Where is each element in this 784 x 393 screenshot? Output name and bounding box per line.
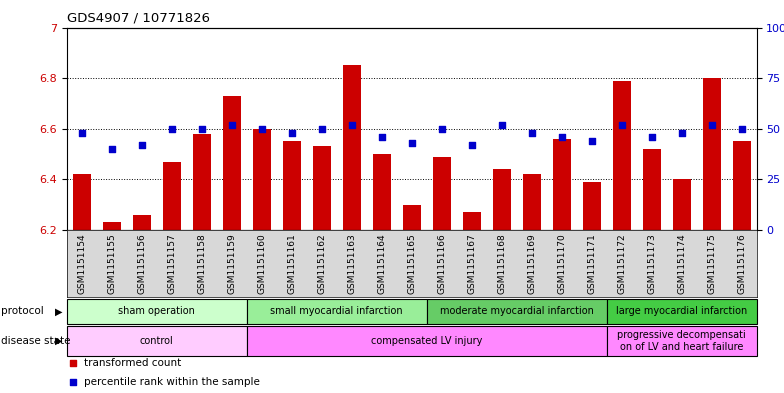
Point: [555, 134, 568, 140]
Bar: [643, 149, 661, 230]
Text: GSM1151174: GSM1151174: [677, 233, 686, 294]
Point: [525, 130, 538, 136]
Bar: [612, 81, 630, 230]
Point: [495, 121, 508, 128]
Text: GSM1151159: GSM1151159: [227, 233, 236, 294]
Text: percentile rank within the sample: percentile rank within the sample: [84, 376, 260, 387]
Point: [586, 138, 598, 144]
Text: GSM1151166: GSM1151166: [437, 233, 446, 294]
Bar: [673, 179, 691, 230]
Bar: [492, 169, 510, 230]
Point: [615, 121, 628, 128]
Bar: [193, 134, 211, 230]
Text: GSM1151165: GSM1151165: [407, 233, 416, 294]
Text: GSM1151163: GSM1151163: [347, 233, 356, 294]
Bar: [702, 78, 720, 230]
Bar: [247, 299, 426, 324]
Point: [165, 125, 178, 132]
Bar: [73, 174, 91, 230]
Text: GSM1151169: GSM1151169: [527, 233, 536, 294]
Point: [405, 140, 418, 146]
Bar: [247, 326, 607, 356]
Bar: [403, 205, 420, 230]
Text: GSM1151170: GSM1151170: [557, 233, 566, 294]
Bar: [732, 141, 750, 230]
Text: GDS4907 / 10771826: GDS4907 / 10771826: [67, 12, 209, 25]
Bar: [607, 326, 757, 356]
Point: [645, 134, 658, 140]
Text: GSM1151158: GSM1151158: [197, 233, 206, 294]
Text: GSM1151168: GSM1151168: [497, 233, 506, 294]
Text: GSM1151161: GSM1151161: [287, 233, 296, 294]
Point: [285, 130, 298, 136]
Text: GSM1151162: GSM1151162: [317, 233, 326, 294]
Bar: [132, 215, 151, 230]
Text: ▶: ▶: [55, 307, 63, 316]
Bar: [583, 182, 601, 230]
Text: ▶: ▶: [55, 336, 63, 346]
Bar: [553, 139, 571, 230]
Point: [225, 121, 238, 128]
Point: [435, 125, 448, 132]
Bar: [372, 154, 390, 230]
Point: [136, 142, 148, 148]
Text: GSM1151171: GSM1151171: [587, 233, 596, 294]
Text: control: control: [140, 336, 173, 346]
Bar: [67, 326, 247, 356]
Point: [256, 125, 268, 132]
Text: protocol: protocol: [1, 307, 44, 316]
Point: [675, 130, 688, 136]
Point: [315, 125, 328, 132]
Point: [735, 125, 748, 132]
Text: GSM1151157: GSM1151157: [167, 233, 176, 294]
Text: progressive decompensati
on of LV and heart failure: progressive decompensati on of LV and he…: [617, 330, 746, 352]
Bar: [313, 147, 331, 230]
Bar: [282, 141, 300, 230]
Text: transformed count: transformed count: [84, 358, 181, 368]
Bar: [463, 212, 481, 230]
Text: GSM1151156: GSM1151156: [137, 233, 146, 294]
Text: disease state: disease state: [1, 336, 71, 346]
Bar: [162, 162, 180, 230]
Text: GSM1151160: GSM1151160: [257, 233, 266, 294]
Text: large myocardial infarction: large myocardial infarction: [616, 307, 747, 316]
Text: sham operation: sham operation: [118, 307, 195, 316]
Point: [67, 378, 79, 385]
Bar: [223, 96, 241, 230]
Text: GSM1151164: GSM1151164: [377, 233, 386, 294]
Bar: [523, 174, 541, 230]
Point: [105, 146, 118, 152]
Point: [706, 121, 718, 128]
Bar: [343, 66, 361, 230]
Bar: [607, 299, 757, 324]
Text: moderate myocardial infarction: moderate myocardial infarction: [440, 307, 593, 316]
Text: compensated LV injury: compensated LV injury: [371, 336, 482, 346]
Point: [376, 134, 388, 140]
Point: [466, 142, 478, 148]
Bar: [433, 156, 451, 230]
Text: GSM1151155: GSM1151155: [107, 233, 116, 294]
Text: GSM1151167: GSM1151167: [467, 233, 476, 294]
Bar: [67, 299, 247, 324]
Bar: [252, 129, 270, 230]
Bar: [103, 222, 121, 230]
Point: [67, 360, 79, 366]
Text: GSM1151175: GSM1151175: [707, 233, 716, 294]
Point: [345, 121, 358, 128]
Bar: [426, 299, 607, 324]
Text: GSM1151173: GSM1151173: [647, 233, 656, 294]
Point: [195, 125, 208, 132]
Text: GSM1151154: GSM1151154: [77, 233, 86, 294]
Point: [75, 130, 88, 136]
Text: GSM1151176: GSM1151176: [737, 233, 746, 294]
Text: GSM1151172: GSM1151172: [617, 233, 626, 294]
Text: small myocardial infarction: small myocardial infarction: [270, 307, 403, 316]
